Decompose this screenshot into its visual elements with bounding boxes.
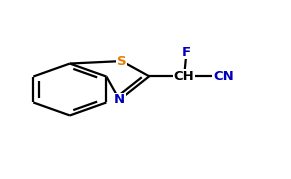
Text: CH: CH — [174, 70, 194, 83]
Text: CN: CN — [213, 70, 234, 83]
Text: N: N — [114, 93, 125, 106]
Text: S: S — [117, 55, 126, 68]
Text: F: F — [182, 46, 191, 59]
